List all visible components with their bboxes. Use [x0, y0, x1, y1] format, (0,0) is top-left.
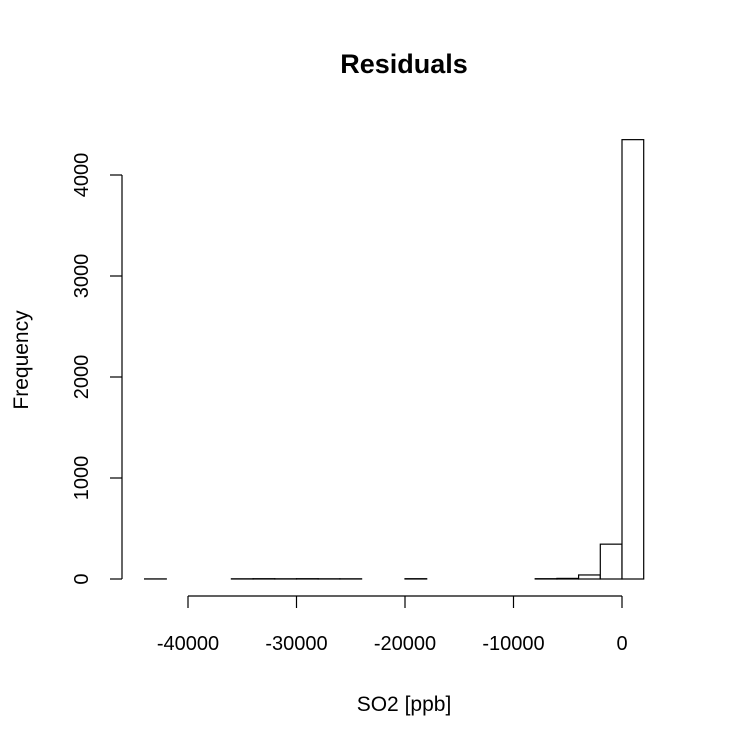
y-tick-label: 3000	[71, 254, 93, 299]
y-tick-label: 0	[71, 573, 93, 584]
y-tick-label: 1000	[71, 456, 93, 501]
y-tick-label: 4000	[71, 153, 93, 198]
histogram-bar	[557, 578, 579, 579]
x-tick-label: -10000	[482, 633, 544, 655]
x-tick-label: -40000	[157, 633, 219, 655]
x-axis: -40000 -30000 -20000 -10000 0	[157, 596, 628, 655]
x-tick-label: -30000	[265, 633, 327, 655]
histogram-bar	[600, 544, 622, 579]
x-tick-label: -20000	[374, 633, 436, 655]
histogram-bars	[145, 140, 644, 579]
x-axis-label: SO2 [ppb]	[357, 693, 452, 716]
x-tick-label: 0	[616, 633, 627, 655]
histogram-bar	[622, 140, 644, 579]
y-axis-label: Frequency	[10, 310, 33, 410]
y-tick-label: 2000	[71, 355, 93, 400]
chart-title: Residuals	[340, 49, 468, 79]
y-axis: 0 1000 2000 3000 4000	[71, 153, 122, 585]
histogram-bar	[579, 575, 601, 579]
